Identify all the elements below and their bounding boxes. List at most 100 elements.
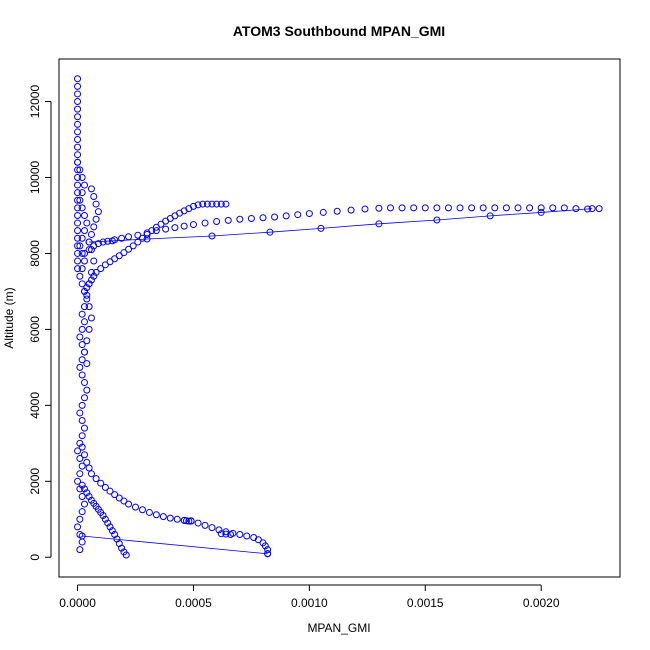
data-point bbox=[125, 500, 133, 508]
data-point bbox=[194, 519, 202, 527]
data-point bbox=[85, 280, 93, 288]
data-point bbox=[111, 491, 119, 499]
data-point bbox=[76, 485, 84, 493]
y-tick-label: 0 bbox=[28, 554, 42, 561]
data-point bbox=[125, 245, 133, 253]
data-point bbox=[375, 220, 383, 228]
data-point bbox=[76, 363, 84, 371]
data-point bbox=[189, 202, 197, 210]
data-point bbox=[94, 208, 102, 216]
data-point bbox=[108, 527, 116, 535]
data-point bbox=[78, 280, 86, 288]
data-point bbox=[85, 303, 93, 311]
data-point bbox=[74, 75, 82, 83]
data-point bbox=[347, 206, 355, 214]
data-point bbox=[166, 514, 174, 522]
x-tick-label: 0.0010 bbox=[291, 596, 328, 610]
data-point bbox=[78, 462, 86, 470]
data-point bbox=[74, 234, 82, 242]
data-point bbox=[76, 515, 84, 523]
data-point bbox=[108, 237, 116, 245]
plot-frame bbox=[58, 58, 621, 578]
data-point bbox=[222, 200, 230, 208]
data-point bbox=[333, 207, 341, 215]
data-point bbox=[78, 234, 86, 242]
data-point bbox=[120, 249, 128, 257]
x-tick-label: 0.0015 bbox=[407, 596, 444, 610]
data-point bbox=[217, 200, 225, 208]
data-point bbox=[78, 481, 86, 489]
data-point bbox=[78, 310, 86, 318]
data-point bbox=[74, 113, 82, 121]
data-point bbox=[76, 166, 84, 174]
data-point bbox=[81, 424, 88, 432]
data-point bbox=[537, 208, 545, 216]
data-point bbox=[81, 485, 88, 493]
data-point bbox=[83, 284, 91, 292]
data-point bbox=[83, 386, 91, 394]
data-point bbox=[201, 219, 209, 227]
data-point bbox=[387, 204, 394, 212]
x-tick-label: 0.0000 bbox=[59, 596, 96, 610]
data-point bbox=[203, 200, 211, 208]
data-point bbox=[74, 105, 82, 113]
data-point bbox=[76, 242, 84, 250]
data-point bbox=[78, 401, 86, 409]
series-line bbox=[89, 208, 593, 243]
data-point bbox=[143, 235, 151, 243]
data-point bbox=[572, 205, 580, 213]
data-point bbox=[85, 325, 93, 333]
data-point bbox=[74, 189, 82, 197]
data-point bbox=[199, 200, 207, 208]
data-point bbox=[74, 151, 82, 159]
data-point bbox=[129, 242, 137, 250]
data-points bbox=[74, 75, 603, 559]
data-point bbox=[87, 268, 95, 276]
data-point bbox=[87, 470, 95, 478]
data-point bbox=[236, 530, 244, 538]
data-point bbox=[208, 524, 216, 532]
data-point bbox=[180, 222, 188, 230]
data-point bbox=[78, 443, 86, 451]
data-point bbox=[74, 143, 82, 151]
data-point bbox=[78, 508, 86, 516]
y-tick-label: 10000 bbox=[28, 160, 42, 194]
data-point bbox=[215, 526, 223, 534]
data-point bbox=[74, 227, 82, 235]
data-point bbox=[145, 508, 153, 516]
data-point bbox=[398, 204, 406, 212]
data-point bbox=[106, 523, 114, 531]
data-point bbox=[78, 325, 86, 333]
data-point bbox=[74, 196, 82, 204]
data-point bbox=[76, 409, 84, 417]
data-point bbox=[421, 204, 429, 212]
data-point bbox=[76, 439, 84, 447]
data-point bbox=[187, 517, 195, 525]
data-point bbox=[375, 204, 383, 212]
data-point bbox=[81, 257, 88, 265]
data-point bbox=[456, 204, 464, 212]
data-point bbox=[261, 542, 269, 550]
data-point bbox=[74, 204, 82, 212]
data-point bbox=[282, 212, 290, 220]
data-point bbox=[87, 185, 95, 193]
data-point bbox=[78, 492, 86, 500]
data-point bbox=[208, 232, 216, 240]
data-point bbox=[194, 201, 202, 209]
data-point bbox=[74, 447, 82, 455]
y-axis-label: Altitude (m) bbox=[2, 287, 16, 348]
data-point bbox=[236, 215, 244, 223]
data-point bbox=[74, 249, 82, 257]
data-point bbox=[87, 230, 95, 238]
data-point bbox=[74, 265, 82, 273]
data-point bbox=[444, 204, 452, 212]
data-point bbox=[266, 228, 274, 236]
data-point bbox=[78, 417, 86, 425]
y-tick-label: 6000 bbox=[28, 316, 42, 343]
data-point bbox=[92, 215, 100, 223]
data-point bbox=[101, 483, 109, 491]
data-point bbox=[81, 348, 88, 356]
data-point bbox=[74, 523, 82, 531]
data-point bbox=[90, 223, 98, 231]
